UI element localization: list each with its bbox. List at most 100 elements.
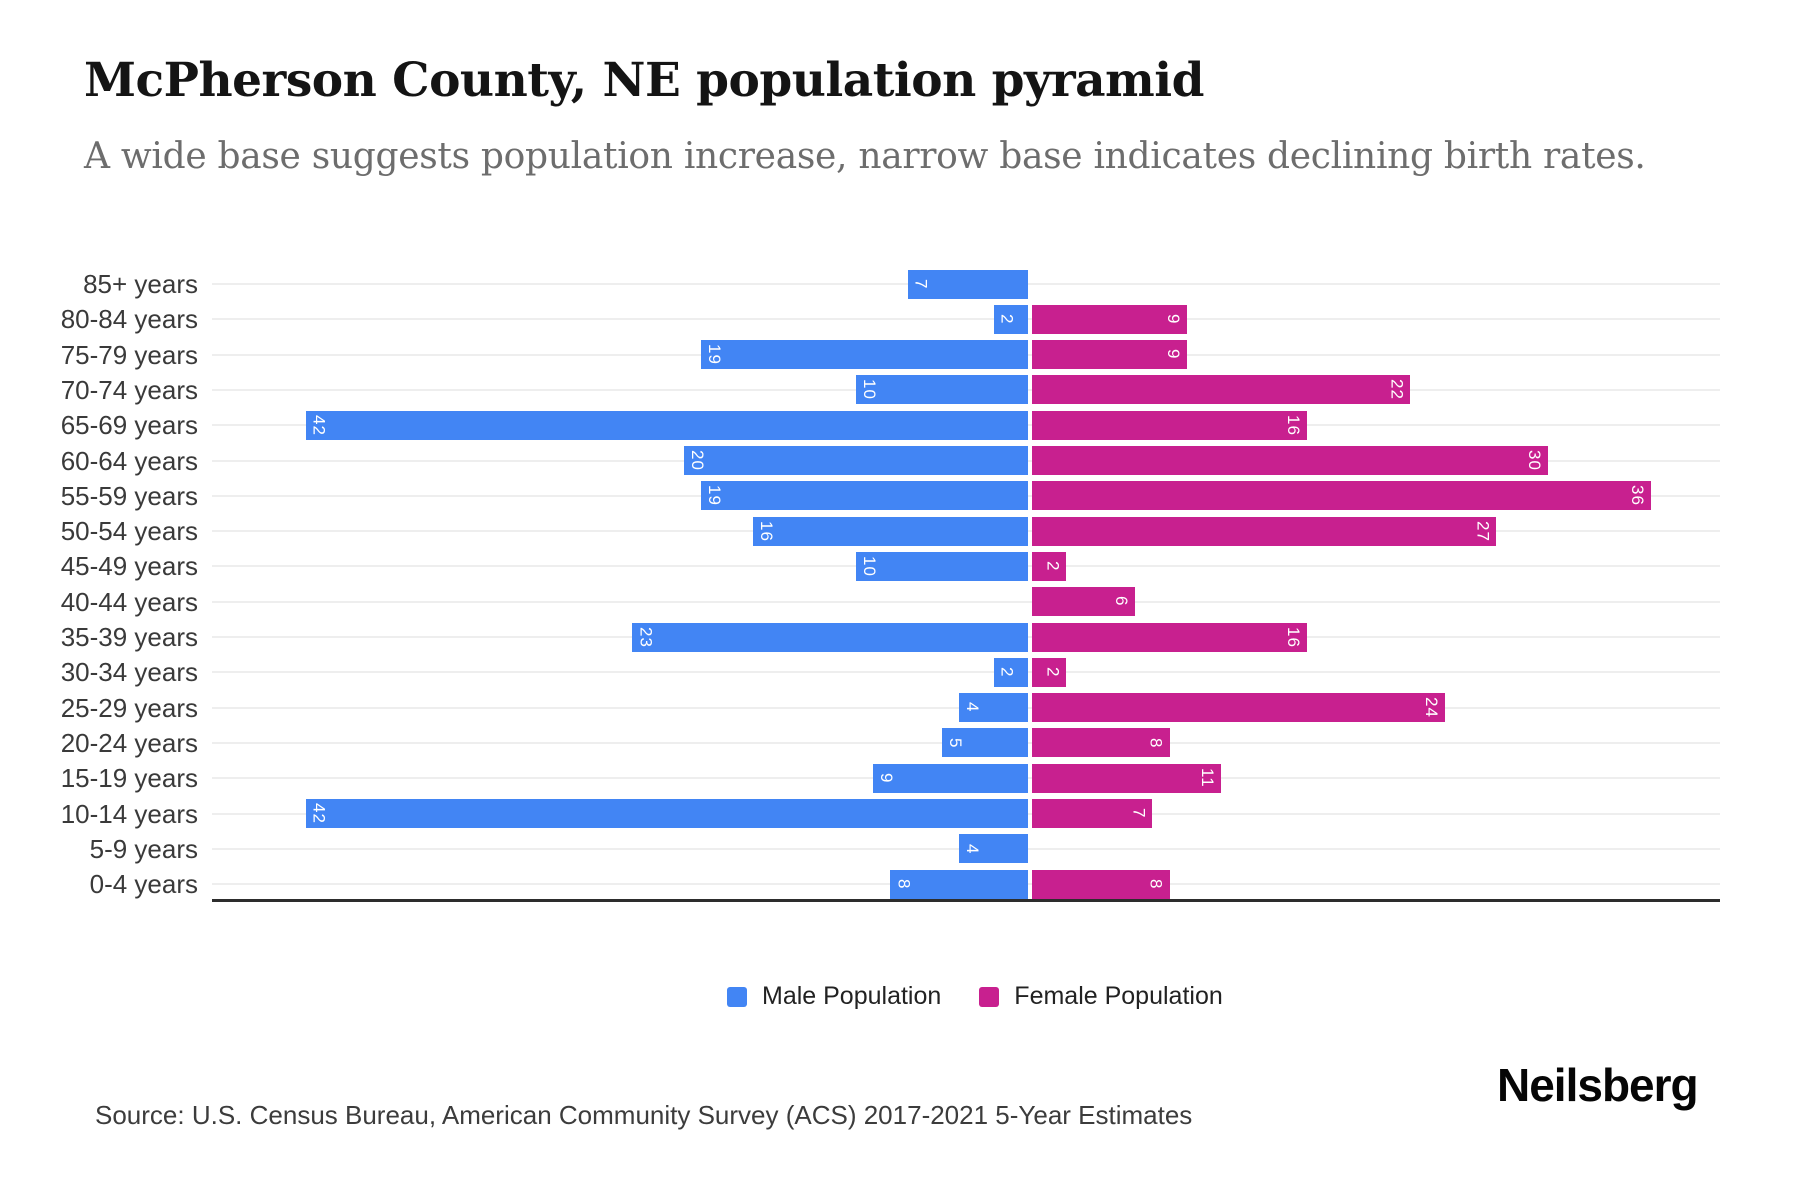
category-gridline [212, 671, 1720, 674]
bar-female[interactable]: 8 [1032, 728, 1170, 758]
bar-male[interactable]: 23 [632, 622, 1028, 652]
bar-value-label: 2 [997, 314, 1017, 325]
bar-value-label: 9 [1163, 314, 1183, 325]
bar-value-label: 2 [1043, 667, 1063, 678]
y-axis-category-label: 10-14 years [60, 798, 198, 829]
y-axis-category-label: 55-59 years [60, 480, 198, 511]
bar-value-label: 19 [705, 485, 725, 507]
y-axis-category-label: 60-64 years [60, 445, 198, 476]
bar-value-label: 8 [1146, 737, 1166, 749]
bar-female[interactable]: 2 [1032, 657, 1067, 687]
y-axis-category-label: 80-84 years [60, 304, 198, 335]
bar-value-label: 42 [309, 414, 329, 436]
bar-male[interactable]: 10 [856, 375, 1028, 405]
bar-female[interactable]: 30 [1032, 446, 1548, 475]
category-gridline [212, 600, 1720, 603]
y-axis-category-label: 65-69 years [60, 410, 198, 441]
bar-male[interactable]: 5 [942, 728, 1028, 758]
legend-label-female: Female Population [1014, 982, 1223, 1010]
bar-male[interactable]: 19 [701, 340, 1028, 370]
source-attribution: Source: U.S. Census Bureau, American Com… [95, 1100, 1193, 1130]
neilsberg-logo: Neilsberg [1497, 1059, 1699, 1111]
bar-value-label: 27 [1473, 520, 1493, 542]
bar-female[interactable]: 7 [1032, 799, 1153, 828]
bar-female[interactable]: 16 [1032, 622, 1308, 652]
bar-female[interactable]: 27 [1032, 516, 1497, 546]
bar-female[interactable]: 9 [1032, 340, 1187, 370]
bar-value-label: 2 [1043, 561, 1063, 572]
bar-male[interactable]: 9 [873, 763, 1028, 793]
y-axis-category-label: 30-34 years [60, 657, 198, 688]
y-axis-category-label: 15-19 years [60, 763, 198, 794]
bar-value-label: 7 [1129, 808, 1149, 819]
bar-value-label: 42 [309, 803, 329, 824]
bar-value-label: 8 [1146, 878, 1166, 890]
bar-male[interactable]: 4 [959, 834, 1028, 864]
bar-male[interactable]: 19 [701, 481, 1028, 511]
bar-female[interactable]: 11 [1032, 763, 1222, 793]
bar-female[interactable]: 8 [1032, 869, 1170, 899]
y-axis-category-label: 75-79 years [60, 339, 198, 370]
bar-male[interactable]: 2 [993, 657, 1028, 687]
bar-female[interactable]: 24 [1032, 693, 1445, 723]
chart-subtitle: A wide base suggests population increase… [84, 136, 1646, 177]
bar-value-label: 36 [1628, 485, 1648, 507]
bar-female[interactable]: 22 [1032, 375, 1411, 405]
bar-value-label: 5 [946, 737, 965, 749]
bar-male[interactable]: 2 [993, 304, 1028, 334]
y-axis-category-label: 5-9 years [89, 833, 198, 864]
bar-male[interactable]: 42 [305, 410, 1028, 440]
bar-female[interactable]: 36 [1032, 481, 1652, 511]
bar-female[interactable]: 6 [1032, 587, 1136, 617]
legend-item-male[interactable]: Male Population [727, 982, 941, 1011]
bar-female[interactable]: 2 [1032, 551, 1067, 581]
bar-male[interactable]: 42 [305, 799, 1028, 828]
legend-item-female[interactable]: Female Population [979, 982, 1223, 1011]
bar-value-label: 4 [963, 843, 983, 855]
y-axis-category-label: 25-29 years [60, 692, 198, 723]
bar-value-label: 2 [997, 667, 1017, 678]
bar-male[interactable]: 8 [890, 869, 1028, 899]
y-axis-category-label: 45-49 years [60, 551, 198, 582]
bar-value-label: 16 [1284, 626, 1304, 648]
bar-value-label: 22 [1387, 379, 1407, 401]
bar-value-label: 23 [636, 626, 656, 648]
legend-label-male: Male Population [762, 982, 942, 1010]
y-axis-category-label: 70-74 years [60, 374, 198, 405]
chart-legend: Male Population Female Population [727, 982, 1223, 1011]
y-axis-category-label: 85+ years [83, 269, 198, 299]
bar-female[interactable]: 9 [1032, 304, 1187, 334]
bar-value-label: 10 [860, 379, 879, 401]
bar-male[interactable]: 7 [907, 269, 1028, 299]
bar-value-label: 9 [877, 772, 897, 784]
bar-value-label: 30 [1525, 450, 1544, 471]
bar-value-label: 16 [1284, 414, 1304, 436]
bar-value-label: 6 [1112, 596, 1132, 607]
bar-value-label: 19 [705, 344, 725, 366]
bar-male[interactable]: 4 [959, 693, 1028, 723]
chart-title: McPherson County, NE population pyramid [84, 53, 1205, 108]
bar-female[interactable]: 16 [1032, 410, 1308, 440]
bar-value-label: 24 [1421, 697, 1441, 719]
bar-value-label: 4 [963, 702, 983, 713]
x-axis-baseline [212, 899, 1720, 902]
bar-value-label: 9 [1163, 349, 1183, 360]
bar-male[interactable]: 10 [856, 551, 1028, 581]
bar-value-label: 16 [756, 520, 776, 542]
bar-value-label: 11 [1198, 768, 1218, 789]
bar-value-label: 7 [911, 278, 931, 290]
bar-male[interactable]: 16 [752, 516, 1028, 546]
bar-value-label: 10 [860, 555, 879, 577]
y-axis-category-label: 20-24 years [60, 727, 198, 758]
y-axis-category-label: 0-4 years [89, 869, 198, 900]
y-axis-category-label: 50-54 years [60, 516, 198, 547]
bar-value-label: 8 [894, 878, 914, 890]
y-axis-category-label: 40-44 years [60, 586, 198, 617]
bar-value-label: 20 [688, 450, 707, 471]
legend-swatch-female-icon [979, 986, 1000, 1007]
y-axis-category-label: 35-39 years [60, 622, 198, 652]
legend-swatch-male-icon [727, 986, 747, 1007]
bar-male[interactable]: 20 [684, 446, 1028, 475]
